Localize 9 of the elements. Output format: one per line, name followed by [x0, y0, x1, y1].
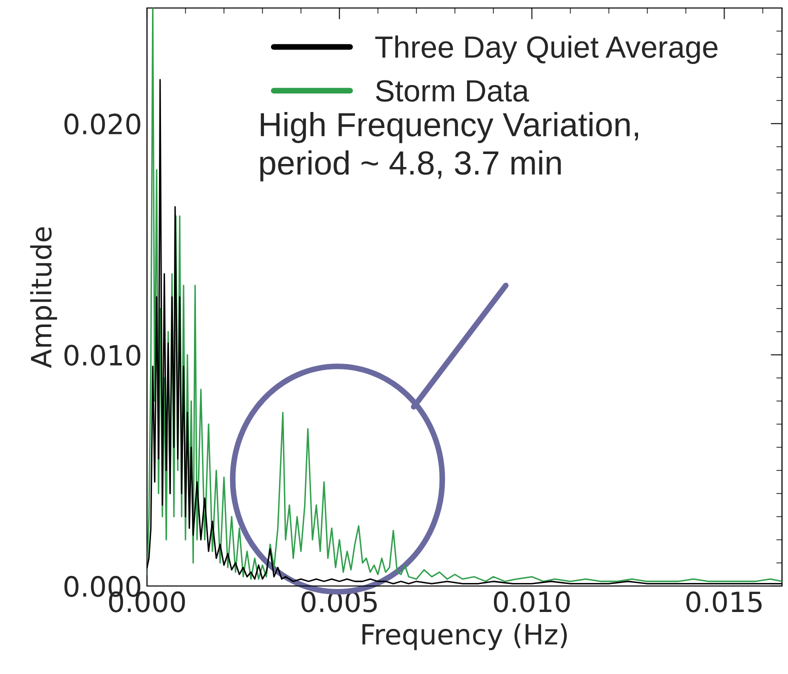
y-tick-label: 0.020 — [64, 114, 140, 135]
annotation: High Frequency Variation, period ~ 4.8, 3.7 min — [260, 112, 638, 182]
legend-label: Three Day Quiet Average — [375, 36, 718, 64]
legend-label: Storm Data — [376, 80, 530, 102]
x-axis-title: Frequency (Hz) — [362, 623, 567, 650]
x-tick-label: 0.015 — [686, 591, 762, 612]
y-axis-title: Amplitude — [30, 227, 58, 368]
y-tick-label: 0.010 — [64, 344, 140, 366]
x-tick-label: 0.010 — [494, 591, 570, 612]
